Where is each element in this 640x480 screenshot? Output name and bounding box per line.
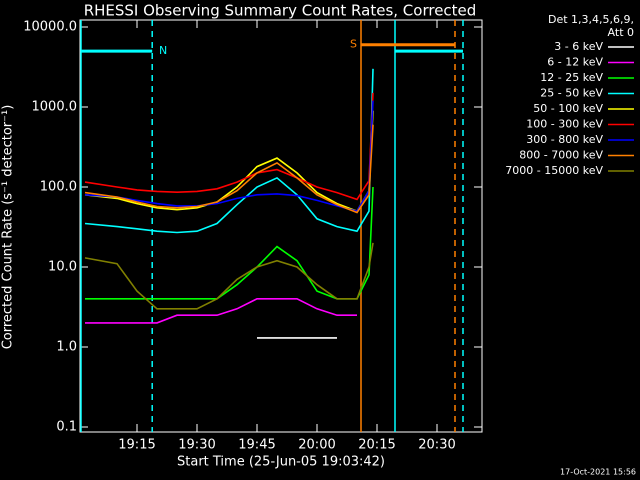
flag-label: N <box>159 44 167 57</box>
series-line <box>84 124 374 214</box>
flag-label: S <box>350 38 357 51</box>
x-tick-label: 20:30 <box>418 438 455 453</box>
legend-label: 7000 - 15000 keV <box>505 164 603 177</box>
y-tick-label: 10000.0 <box>23 20 77 35</box>
x-tick-label: 20:00 <box>298 438 335 453</box>
x-tick-label: 19:15 <box>118 438 155 453</box>
y-tick-label: 100.0 <box>40 180 77 195</box>
series-line <box>84 242 374 310</box>
legend-label: 3 - 6 keV <box>554 40 603 53</box>
legend-label: 100 - 300 keV <box>526 118 603 131</box>
footer: 17-Oct-2021 15:56 <box>560 468 636 477</box>
legend-label: 50 - 100 keV <box>533 102 603 115</box>
x-tick-label: 19:30 <box>178 438 215 453</box>
series-line <box>85 298 357 324</box>
legend-label: 300 - 800 keV <box>526 133 603 146</box>
legend-header: Att 0 <box>608 26 634 39</box>
legend-label: 12 - 25 keV <box>540 71 603 84</box>
y-tick-label: 1.0 <box>56 340 77 355</box>
legend-label: 6 - 12 keV <box>547 56 603 69</box>
legend-header: Det 1,3,4,5,6,9, <box>548 13 634 26</box>
series-line <box>84 68 374 234</box>
y-tick-label: 10.0 <box>48 260 77 275</box>
series-line <box>84 92 374 201</box>
legend-label: 25 - 50 keV <box>540 87 603 100</box>
plot-frame <box>79 19 483 433</box>
x-axis-label: Start Time (25-Jun-05 19:03:42) <box>177 455 385 470</box>
x-tick-label: 20:15 <box>358 438 395 453</box>
x-tick-label: 19:45 <box>238 438 275 453</box>
legend-label: 800 - 7000 keV <box>519 149 603 162</box>
y-tick-label: 0.1 <box>56 420 77 435</box>
y-axis-label: Corrected Count Rate (s⁻¹ detector⁻¹) <box>1 105 16 350</box>
chart-title: RHESSI Observing Summary Count Rates, Co… <box>84 2 477 20</box>
y-tick-label: 1000.0 <box>32 100 78 115</box>
